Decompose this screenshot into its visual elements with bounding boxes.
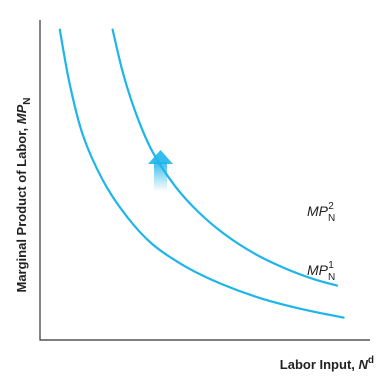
x-axis-label: Labor Input, Nd (280, 355, 374, 372)
legend-label-mpn2: MPN2 (307, 201, 335, 224)
series-line-mpn2 (111, 28, 339, 287)
axes (39, 20, 370, 341)
shift-up-arrow (148, 150, 173, 190)
legend-label-mpn1: MPN1 (307, 260, 335, 283)
y-axis-label: Marginal Product of Labor, MPN (14, 97, 33, 292)
series-line-mpn1 (58, 28, 345, 319)
